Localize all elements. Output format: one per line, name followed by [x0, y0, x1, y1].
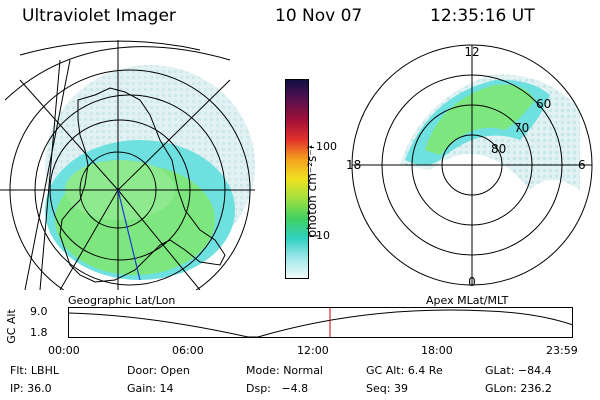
glat-label: GLat:: [485, 364, 515, 377]
gcalt-label: GC Alt:: [366, 364, 405, 377]
coastline: [59, 87, 226, 283]
dsp-label: Dsp:: [246, 382, 271, 395]
gcalt-value: 6.4 Re: [407, 364, 443, 377]
alt-ytick-bottom: 1.8: [30, 326, 48, 339]
mlt-label-right: 6: [578, 158, 586, 172]
glon-label: GLon:: [485, 382, 517, 395]
ip-value: 36.0: [27, 382, 52, 395]
glat-value: −84.4: [517, 364, 552, 377]
meridian-marker: [117, 189, 141, 281]
alt-xtick-2: 12:00: [297, 344, 329, 357]
alt-xtick-3: 18:00: [421, 344, 453, 357]
time-label: 12:35:16 UT: [430, 6, 535, 26]
dsp-value: −4.8: [281, 382, 309, 395]
glon-value: 236.2: [520, 382, 552, 395]
altitude-curve: [68, 309, 574, 338]
colorbar-tick-10: [310, 236, 314, 237]
door-value: Open: [160, 364, 190, 377]
right-panel-caption: Apex MLat/MLT: [426, 294, 509, 307]
mlt-label-bottom: 0: [468, 275, 476, 289]
geographic-image-panel: [0, 40, 255, 290]
date-label: 10 Nov 07: [275, 6, 363, 26]
seq-value: 39: [393, 382, 408, 395]
ring-label-70: 70: [514, 121, 529, 135]
gain-label: Gain:: [127, 382, 156, 395]
magnetic-image-panel: 12 0 18 6 60 70 80: [346, 44, 593, 289]
colorbar: [285, 79, 309, 279]
instrument-title: Ultraviolet Imager: [22, 6, 176, 26]
seq-label: Seq:: [366, 382, 391, 395]
mlat-mlt-grid: [351, 44, 593, 286]
lat-lon-grid: [0, 40, 255, 290]
alt-ylabel: GC Alt: [4, 309, 18, 344]
ring-label-60: 60: [536, 97, 551, 111]
alt-xtick-4: 23:59: [546, 344, 578, 357]
ip-label: IP:: [10, 382, 24, 395]
ring-label-80: 80: [491, 142, 506, 156]
colorbar-tick-100: [310, 147, 314, 148]
colorbar-tick-label-100: 100: [316, 140, 337, 153]
green-emission-mag: [425, 84, 535, 155]
door-label: Door:: [127, 364, 157, 377]
flt-label: Flt:: [10, 364, 28, 377]
altitude-plot: [68, 307, 574, 338]
mode-value: Normal: [283, 364, 323, 377]
alt-xtick-1: 06:00: [172, 344, 204, 357]
mlt-label-left: 18: [346, 158, 361, 172]
left-panel-caption: Geographic Lat/Lon: [68, 294, 176, 307]
colorbar-label: photon cm⁻²s⁻¹: [305, 144, 319, 238]
mode-label: Mode:: [246, 364, 280, 377]
colorbar-tick-label-10: 10: [316, 229, 330, 242]
mlt-label-top: 12: [464, 45, 479, 59]
alt-xtick-0: 00:00: [48, 344, 80, 357]
gain-value: 14: [159, 382, 174, 395]
flt-value: LBHL: [30, 364, 59, 377]
alt-ytick-top: 9.0: [30, 305, 48, 318]
